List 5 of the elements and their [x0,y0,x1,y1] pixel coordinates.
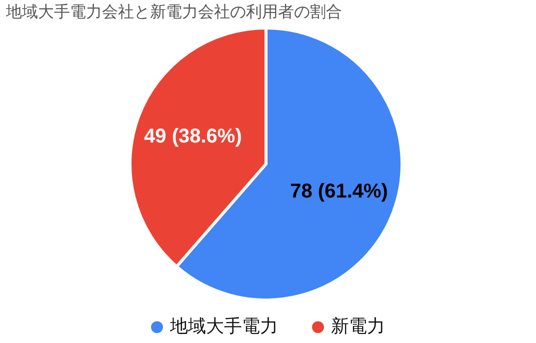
legend-label: 新電力 [331,316,385,338]
data-label: 49 (38.6%) [144,126,242,148]
chart-title: 地域大手電力会社と新電力会社の利用者の割合 [5,2,342,21]
legend-label: 地域大手電力 [169,316,278,338]
data-label: 78 (61.4%) [290,180,388,202]
